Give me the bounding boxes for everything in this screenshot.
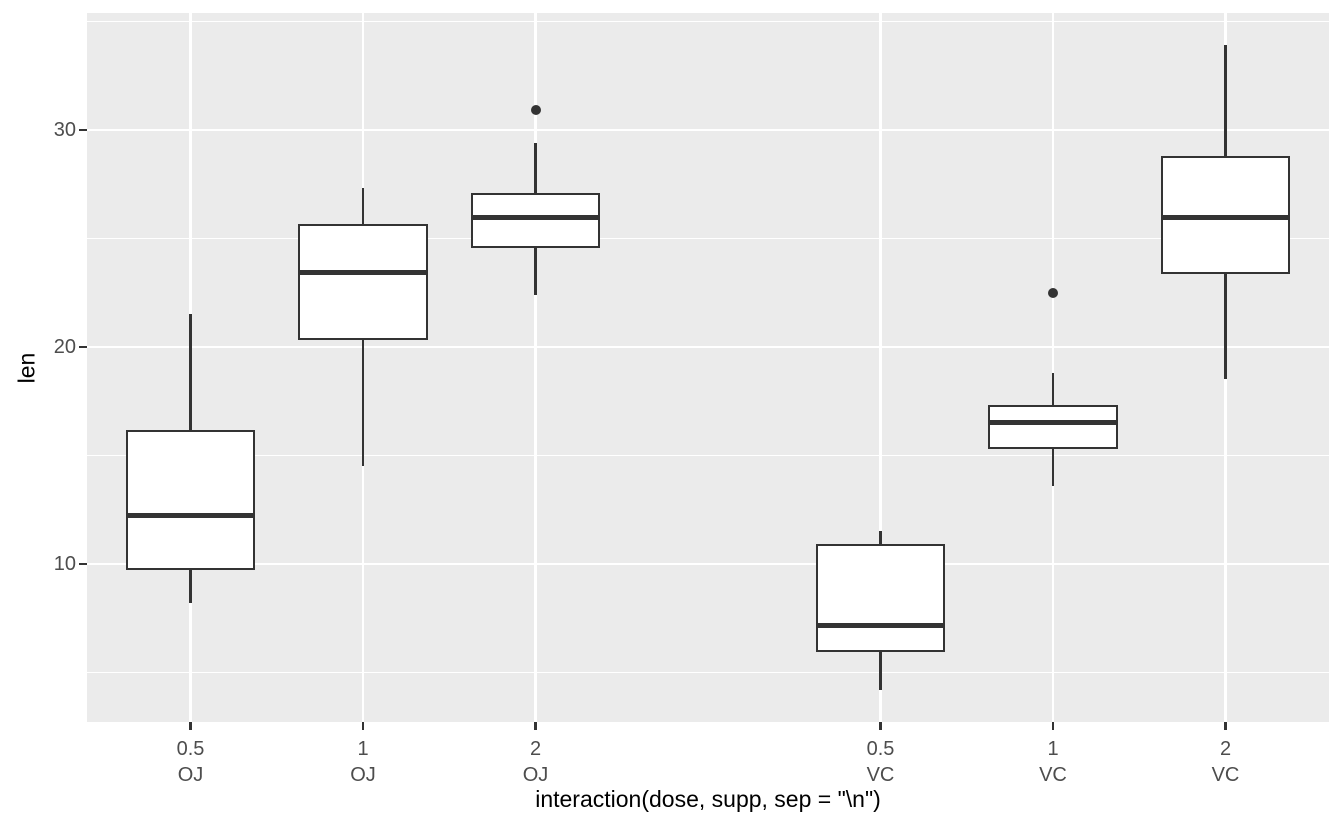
whisker-upper	[361, 188, 365, 225]
gridline-major-x	[1051, 13, 1055, 722]
x-tick-mark	[534, 722, 537, 730]
y-tick-mark	[79, 128, 87, 132]
x-tick-label: 1 OJ	[350, 738, 376, 786]
median-line	[125, 512, 256, 518]
y-tick-mark	[79, 345, 87, 349]
whisker-upper	[534, 142, 537, 194]
whisker-lower	[1051, 449, 1055, 486]
gridline-major-y	[87, 128, 1329, 132]
x-axis-title: interaction(dose, supp, sep = "\n")	[535, 786, 881, 812]
box-iqr	[298, 224, 428, 341]
x-tick-label: 2 OJ	[522, 738, 549, 786]
y-tick-label: 10	[53, 552, 76, 575]
gridline-minor-y	[87, 237, 1329, 240]
x-tick-mark	[1051, 722, 1055, 730]
x-tick-mark	[1224, 722, 1227, 730]
whisker-lower	[189, 570, 192, 603]
y-tick-label: 30	[53, 118, 76, 141]
box-iqr	[1160, 155, 1291, 274]
x-tick-label: 0.5 OJ	[176, 738, 205, 786]
plot-panel	[87, 13, 1329, 722]
x-tick-mark	[361, 722, 365, 730]
outlier-point	[1048, 287, 1058, 298]
box-iqr	[470, 193, 601, 248]
gridline-minor-y	[87, 454, 1329, 457]
whisker-lower	[879, 651, 882, 690]
whisker-lower	[1224, 273, 1227, 380]
x-tick-mark	[189, 722, 192, 730]
median-line	[1160, 215, 1291, 221]
y-tick-label: 20	[53, 335, 76, 358]
gridline-major-x	[534, 13, 537, 722]
gridline-major-y	[87, 562, 1329, 566]
whisker-lower	[534, 247, 537, 295]
gridline-minor-y	[87, 20, 1329, 23]
outlier-point	[530, 105, 541, 116]
y-tick-mark	[79, 562, 87, 566]
box-iqr	[125, 429, 256, 571]
whisker-lower	[361, 340, 365, 467]
whisker-upper	[189, 314, 192, 430]
box-iqr	[988, 405, 1118, 450]
gridline-major-x	[879, 13, 882, 722]
x-tick-label: 1 VC	[1039, 738, 1067, 786]
x-tick-mark	[879, 722, 882, 730]
box-iqr	[815, 544, 946, 652]
x-tick-label: 2 VC	[1211, 738, 1240, 786]
median-line	[470, 215, 601, 221]
whisker-upper	[1224, 45, 1227, 156]
gridline-major-y	[87, 345, 1329, 349]
median-line	[298, 269, 428, 275]
x-tick-label: 0.5 VC	[866, 738, 895, 786]
median-line	[988, 420, 1118, 426]
whisker-upper	[879, 531, 882, 545]
whisker-upper	[1051, 372, 1055, 406]
median-line	[815, 623, 946, 629]
gridline-minor-y	[87, 671, 1329, 674]
